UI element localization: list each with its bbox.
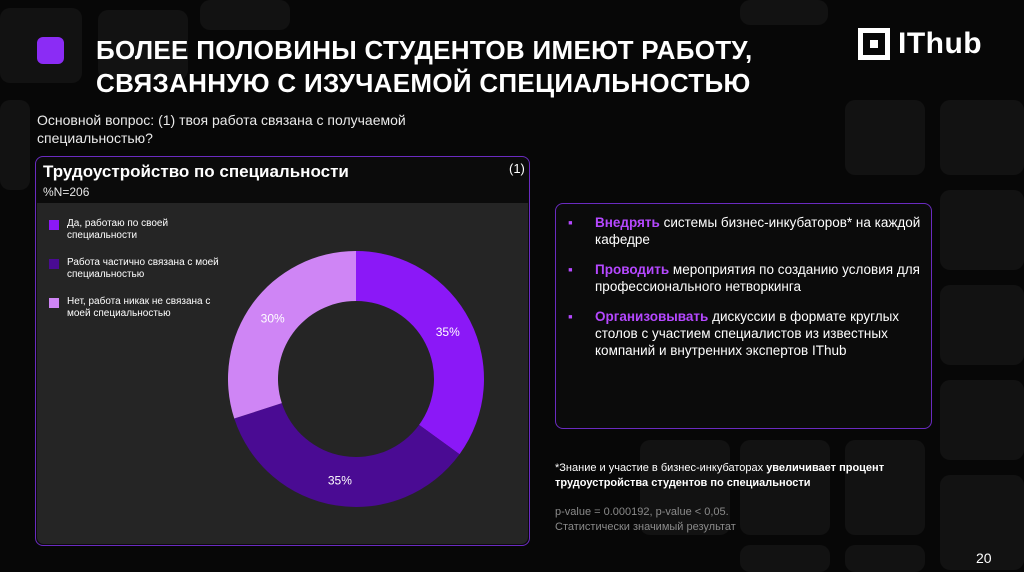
legend-swatch	[49, 220, 59, 230]
pvalue-note: p-value = 0.000192, p-value < 0,05. Стат…	[555, 505, 855, 535]
logo-mark-icon	[858, 28, 890, 60]
slide-title-line-1: БОЛЕЕ ПОЛОВИНЫ СТУДЕНТОВ ИМЕЮТ РАБОТУ,	[96, 35, 753, 65]
recommendations-panel	[555, 203, 932, 429]
slide-title-line-2: СВЯЗАННУЮ С ИЗУЧАЕМОЙ СПЕЦИАЛЬНОСТЬЮ	[96, 68, 751, 98]
legend-item: Работа частично связана с моей специальн…	[49, 257, 219, 281]
footnote: *Знание и участие в бизнес-инкубаторах у…	[555, 461, 925, 491]
slide-title: БОЛЕЕ ПОЛОВИНЫ СТУДЕНТОВ ИМЕЮТ РАБОТУ, С…	[96, 34, 816, 100]
recommendations-list: ▪ Внедрять системы бизнес-инкубаторов* н…	[568, 214, 923, 372]
recommendation-key: Внедрять	[595, 215, 660, 230]
donut-slice	[356, 251, 484, 455]
recommendation-key: Проводить	[595, 262, 670, 277]
recommendation-key: Организовывать	[595, 309, 709, 324]
donut-slice	[234, 403, 460, 507]
page-number: 20	[976, 550, 992, 566]
footnote-bold: увеличивает процент трудоустройства студ…	[555, 462, 885, 489]
recommendation-item: ▪ Внедрять системы бизнес-инкубаторов* н…	[568, 214, 923, 248]
legend-label: Работа частично связана с моей специальн…	[67, 257, 219, 280]
recommendation-text: Проводить мероприятия по созданию услови…	[595, 261, 923, 295]
recommendation-body: системы бизнес-инкубаторов* на каждой ка…	[595, 215, 921, 247]
brand-logo: IThub	[858, 27, 982, 61]
chart-sample-note: %N=206	[43, 185, 90, 199]
chart-question-ref: (1)	[509, 161, 525, 176]
recommendation-body: дискуссии в формате круглых столов с уча…	[595, 309, 900, 358]
donut-slice	[227, 251, 356, 419]
legend-item: Нет, работа никак не связана с моей спец…	[49, 296, 219, 320]
pvalue-text: p-value = 0.000192, p-value < 0,05.	[555, 506, 729, 518]
recommendation-text: Внедрять системы бизнес-инкубаторов* на …	[595, 214, 923, 248]
survey-question: Основной вопрос: (1) твоя работа связана…	[37, 112, 406, 146]
logo-text: IThub	[898, 27, 983, 60]
legend-label: Нет, работа никак не связана с моей спец…	[67, 296, 211, 319]
chart-title: Трудоустройство по специальности	[43, 162, 349, 181]
bullet-icon: ▪	[568, 262, 573, 277]
legend-label: Да, работаю по своей специальности	[67, 218, 169, 241]
recommendation-text: Организовывать дискуссии в формате кругл…	[595, 308, 923, 359]
recommendation-item: ▪ Проводить мероприятия по созданию усло…	[568, 261, 923, 295]
recommendation-body: мероприятия по созданию условия для проф…	[595, 262, 920, 294]
accent-square-icon	[37, 37, 64, 64]
recommendation-item: ▪ Организовывать дискуссии в формате кру…	[568, 308, 923, 359]
bullet-icon: ▪	[568, 309, 573, 324]
chart-legend: Да, работаю по своей специальности Работ…	[49, 218, 219, 335]
significance-text: Статистически значимый результат	[555, 521, 736, 533]
slice-label: 30%	[261, 311, 285, 325]
footnote-prefix: *Знание и участие в бизнес-инкубаторах	[555, 462, 767, 474]
legend-swatch	[49, 259, 59, 269]
bullet-icon: ▪	[568, 215, 573, 230]
legend-swatch	[49, 298, 59, 308]
legend-item: Да, работаю по своей специальности	[49, 218, 219, 242]
donut-chart: 35% 35% 30%	[227, 251, 484, 507]
slice-label: 35%	[436, 325, 460, 339]
slice-label: 35%	[328, 474, 352, 488]
